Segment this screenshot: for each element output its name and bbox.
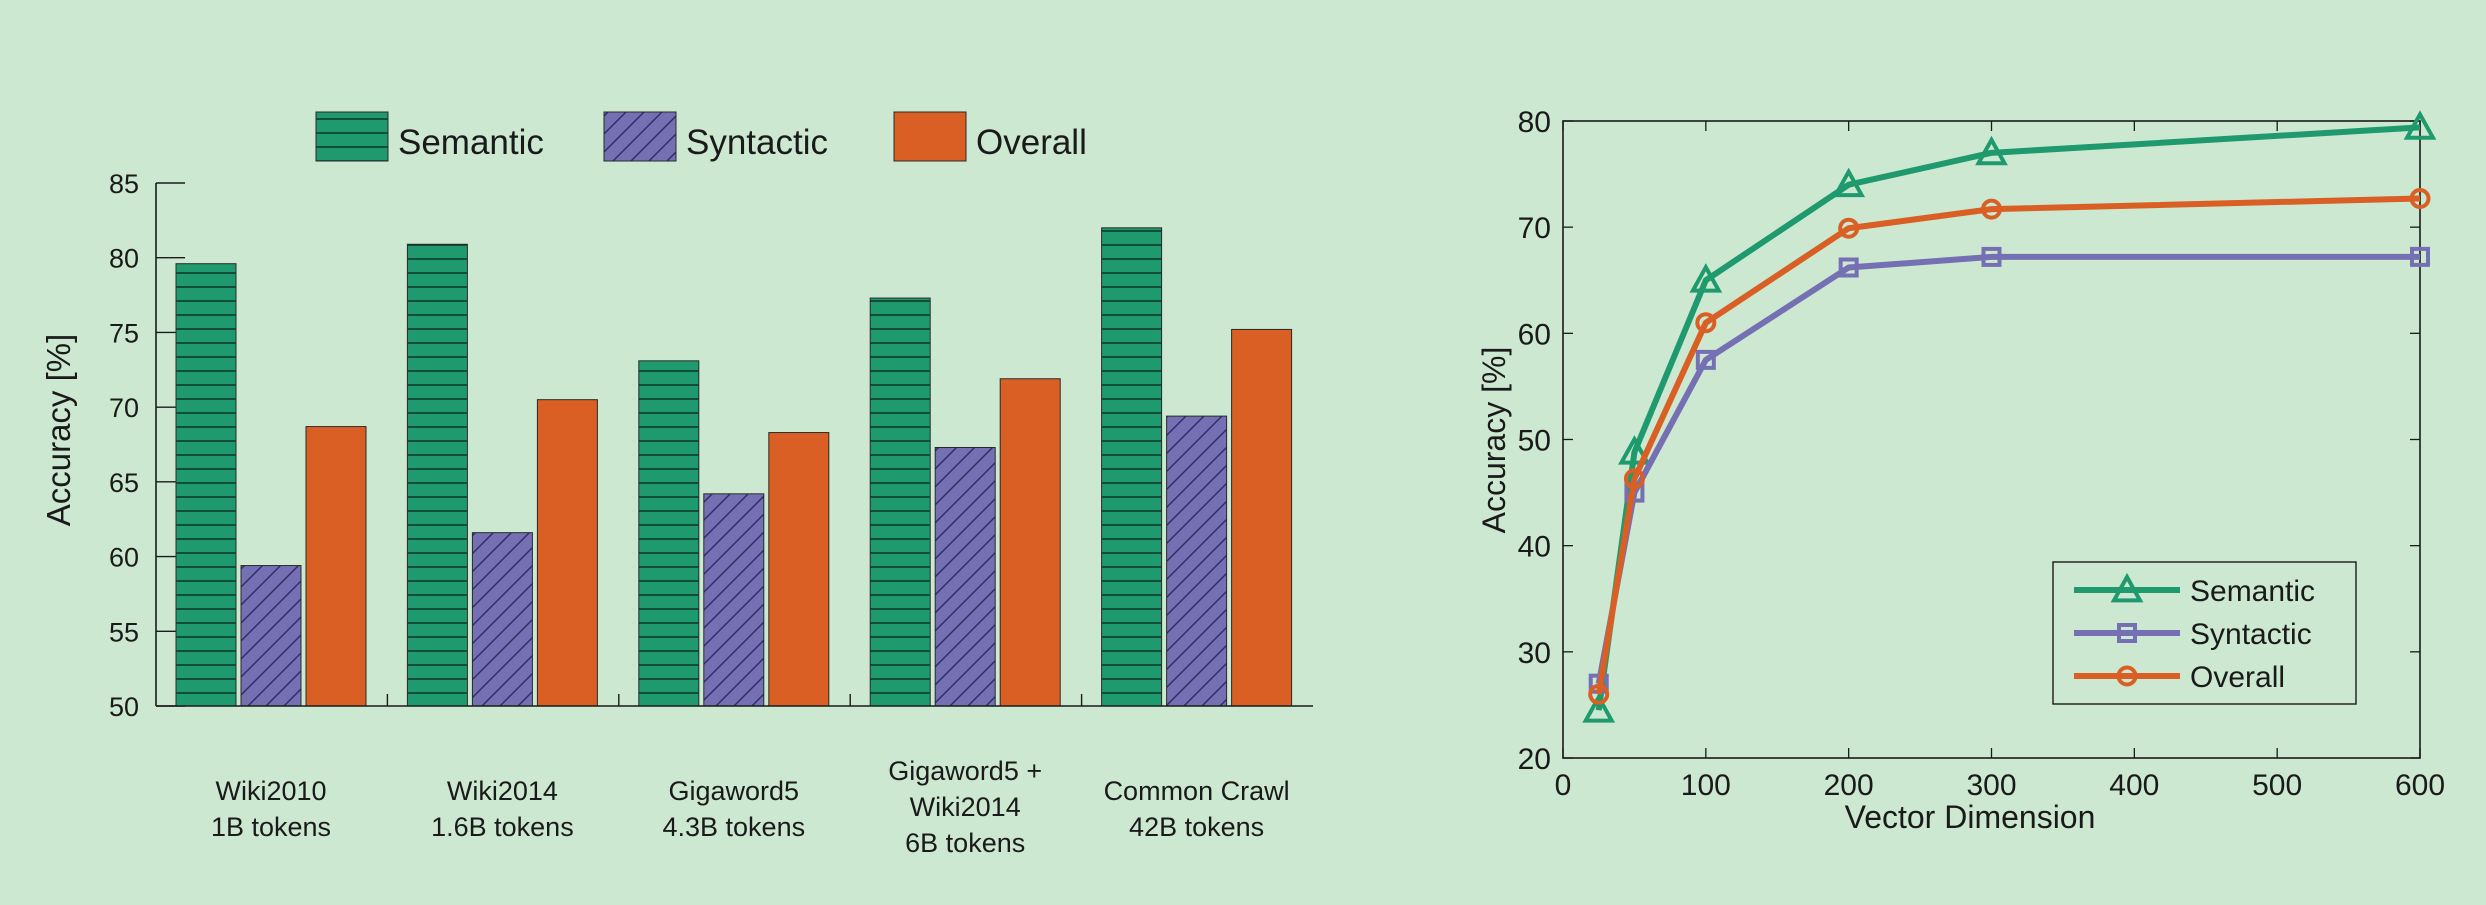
line-point-semantic (1975, 135, 2008, 166)
bar-syntactic (240, 565, 302, 707)
bar-legend-label: Overall (976, 123, 1087, 162)
line-legend-marker-semantic (2110, 572, 2144, 603)
line-point-semantic (1582, 693, 1616, 723)
line-x-tick-label: 300 (1966, 769, 2016, 802)
line-axes: 0 100 200 300 400 500 600 20 30 40 50 60 70 80 (1518, 106, 2445, 802)
line-y-tick-label: 30 (1518, 637, 1551, 670)
bar-syntactic (1166, 415, 1228, 707)
bar-semantic (406, 243, 468, 707)
bar-legend-label: Semantic (398, 123, 544, 162)
bar-y-tick-label: 65 (109, 468, 139, 498)
line-x-tick-label: 0 (1555, 769, 1572, 802)
line-legend-marker-syntactic (2117, 623, 2137, 643)
bar-semantic (175, 263, 237, 707)
line-path-overall (1595, 195, 2421, 695)
bar-category-label: Gigaword5 (669, 776, 800, 806)
line-legend-label: Overall (2190, 661, 2285, 694)
bar-y-tick-label: 75 (109, 318, 139, 348)
line-point-syntactic (1838, 257, 1859, 278)
bar-y-axis: 50 55 60 65 70 75 80 85 (109, 169, 185, 722)
bar-legend: Semantic Syntactic Overall (315, 111, 1087, 162)
line-y-tick-label: 40 (1518, 531, 1551, 564)
line-point-syntactic (2410, 246, 2430, 267)
line-x-tick-label: 500 (2252, 769, 2302, 802)
bar-semantic (638, 360, 700, 707)
line-y-tick-label: 60 (1518, 318, 1551, 351)
line-x-tick-label: 600 (2395, 769, 2445, 802)
line-legend-label: Semantic (2190, 575, 2315, 608)
bar-category-label: Wiki2010 (215, 776, 326, 806)
line-series-overall (1588, 188, 2431, 705)
line-path-semantic (1595, 124, 2421, 711)
bar-semantic (869, 297, 931, 707)
bar-legend-label: Syntactic (686, 123, 828, 162)
bar-category-label: 6B tokens (905, 828, 1025, 858)
bar-syntactic (934, 446, 996, 707)
line-y-tick-label: 20 (1518, 743, 1551, 776)
bar-y-tick-label: 50 (109, 692, 139, 722)
line-point-overall (1838, 217, 1860, 239)
bar-overall (768, 432, 830, 707)
line-point-overall (1695, 312, 1717, 334)
line-series-semantic (1582, 110, 2437, 723)
bar-overall (305, 426, 367, 707)
line-legend-marker-overall (2116, 665, 2138, 687)
bar-y-tick-label: 85 (109, 169, 139, 199)
line-point-syntactic (1981, 246, 2002, 267)
bar-category-label: Wiki2014 (910, 792, 1021, 822)
bar-category-label: Gigaword5 + (888, 756, 1042, 786)
bar-category-label: Wiki2014 (447, 776, 558, 806)
line-point-syntactic (1695, 349, 1716, 370)
bar-y-tick-label: 60 (109, 543, 139, 573)
bar-legend-swatch-semantic (315, 111, 389, 162)
bar-syntactic (703, 493, 765, 707)
bar-y-tick-label: 80 (109, 244, 139, 274)
bar-semantic (1101, 227, 1163, 707)
bar-marks (175, 227, 1293, 707)
line-x-tick-label: 100 (1681, 769, 1731, 802)
bar-legend-swatch-syntactic (603, 111, 677, 162)
bar-y-tick-label: 55 (109, 617, 139, 647)
line-point-semantic (1689, 263, 1723, 293)
line-x-tick-label: 400 (2109, 769, 2159, 802)
line-y-tick-label: 70 (1518, 212, 1551, 245)
bar-overall (999, 378, 1061, 707)
line-point-semantic (1832, 167, 1866, 198)
line-point-semantic (1618, 435, 1651, 465)
bar-y-tick-label: 70 (109, 393, 139, 423)
line-x-axis-label: Vector Dimension (1845, 799, 2096, 835)
line-series (1582, 110, 2437, 723)
line-y-tick-label: 80 (1518, 106, 1551, 139)
line-x-tick-label: 200 (1824, 769, 1874, 802)
bar-category-label: 1B tokens (211, 812, 331, 842)
bar-category-label: 42B tokens (1129, 812, 1264, 842)
line-legend-label: Syntactic (2190, 618, 2312, 651)
line-point-overall (1588, 683, 1610, 705)
bar-overall (536, 399, 598, 707)
bar-legend-swatch-overall (893, 111, 967, 162)
bar-category-label: Common Crawl (1104, 776, 1290, 806)
bar-syntactic (471, 532, 533, 707)
bar-category-label: 4.3B tokens (663, 812, 806, 842)
line-y-axis-label: Accuracy [%] (1476, 347, 1512, 534)
line-legend: Semantic Syntactic Overall (2052, 561, 2357, 705)
bar-category-label: 1.6B tokens (431, 812, 574, 842)
line-chart: 0 100 200 300 400 500 600 20 30 40 50 60 70 80 Vector… (1476, 106, 2445, 835)
line-y-tick-label: 50 (1518, 425, 1551, 458)
line-point-overall (2409, 188, 2431, 210)
line-point-overall (1981, 198, 2002, 220)
bar-overall (1231, 328, 1293, 707)
bar-chart: Semantic Syntactic Overall 50 55 60 65 70 75 80 8… (40, 111, 1313, 858)
bar-y-axis-label: Accuracy [%] (40, 334, 77, 527)
line-point-semantic (2403, 110, 2437, 140)
bar-x-axis: Wiki2010 1B tokens Wiki2014 1.6B tokens Giga… (156, 694, 1313, 858)
line-point-overall (1623, 468, 1645, 490)
